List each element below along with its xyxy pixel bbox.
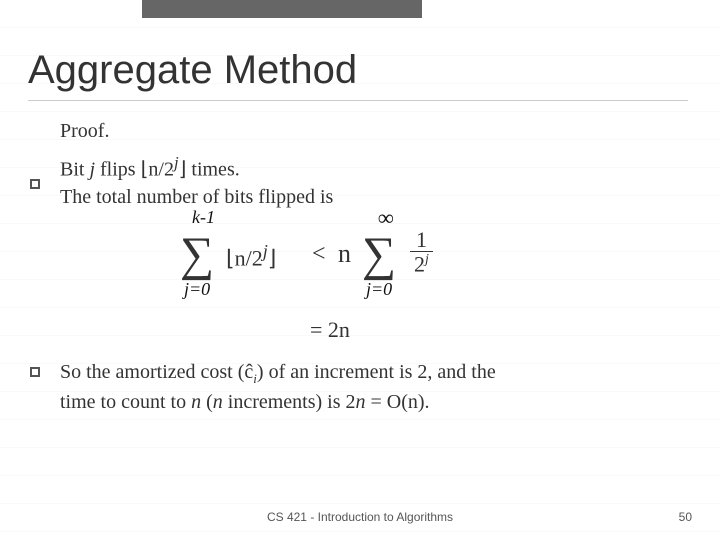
sum2-lower: j=0 xyxy=(366,279,392,300)
content-region: Proof. Bit j flips ⌊n/2j⌋ times. The tot… xyxy=(60,120,660,418)
text: times. xyxy=(186,159,239,181)
sigma-2-icon: ∑ xyxy=(362,227,396,282)
text: increments) is 2 xyxy=(223,391,356,413)
less-than: < xyxy=(312,241,326,268)
frac-den: 2j xyxy=(410,252,433,277)
text: flips xyxy=(95,159,141,181)
var-n: n xyxy=(356,391,366,413)
floor-open: ⌊n/2 xyxy=(226,245,263,270)
tail-line-1: So the amortized cost (ĉi) of an increme… xyxy=(60,361,660,387)
sum1-lower: j=0 xyxy=(184,279,210,300)
tail-line-2: time to count to n (n increments) is 2n … xyxy=(60,391,660,414)
fraction: 1 2j xyxy=(410,229,433,277)
den-sup: j xyxy=(425,252,429,267)
sum1-body: ⌊n/2j⌋ xyxy=(226,241,276,271)
text: Bit xyxy=(60,159,89,181)
sigma-1-icon: ∑ xyxy=(180,227,214,282)
page-number: 50 xyxy=(679,510,692,524)
line-total-flipped: The total number of bits flipped is xyxy=(60,186,660,209)
title-underline xyxy=(28,100,688,101)
den-base: 2 xyxy=(414,251,425,276)
tail-block: So the amortized cost (ĉi) of an increme… xyxy=(60,361,660,414)
n-letter: n xyxy=(338,239,351,269)
frac-num: 1 xyxy=(410,229,433,252)
var-n: n xyxy=(191,391,201,413)
bullet-icon xyxy=(30,367,40,377)
eq-text: = 2n xyxy=(310,317,350,342)
top-bar xyxy=(142,0,422,18)
equals-2n: = 2n xyxy=(310,317,660,343)
slide-title: Aggregate Method xyxy=(28,48,357,93)
line-bit-flips: Bit j flips ⌊n/2j⌋ times. xyxy=(60,153,660,182)
floor-open: ⌊n/2 xyxy=(141,159,174,181)
footer-text: CS 421 - Introduction to Algorithms xyxy=(0,510,720,524)
proof-label: Proof. xyxy=(60,120,660,143)
text: ) of an increment is 2, and the xyxy=(257,361,496,383)
text: time to count to xyxy=(60,391,191,413)
bullet-icon xyxy=(30,179,40,189)
bullet-block: Bit j flips ⌊n/2j⌋ times. The total numb… xyxy=(60,153,660,343)
text: = O(n). xyxy=(366,391,430,413)
summation-row: k-1 ∑ j=0 ⌊n/2j⌋ < n ∞ ∑ j=0 1 2j xyxy=(180,215,660,315)
var-n: n xyxy=(213,391,223,413)
text: So the amortized cost (ĉ xyxy=(60,361,253,383)
floor-close: ⌋ xyxy=(268,245,277,270)
text: ( xyxy=(201,391,213,413)
sum1-upper: k-1 xyxy=(192,207,215,228)
